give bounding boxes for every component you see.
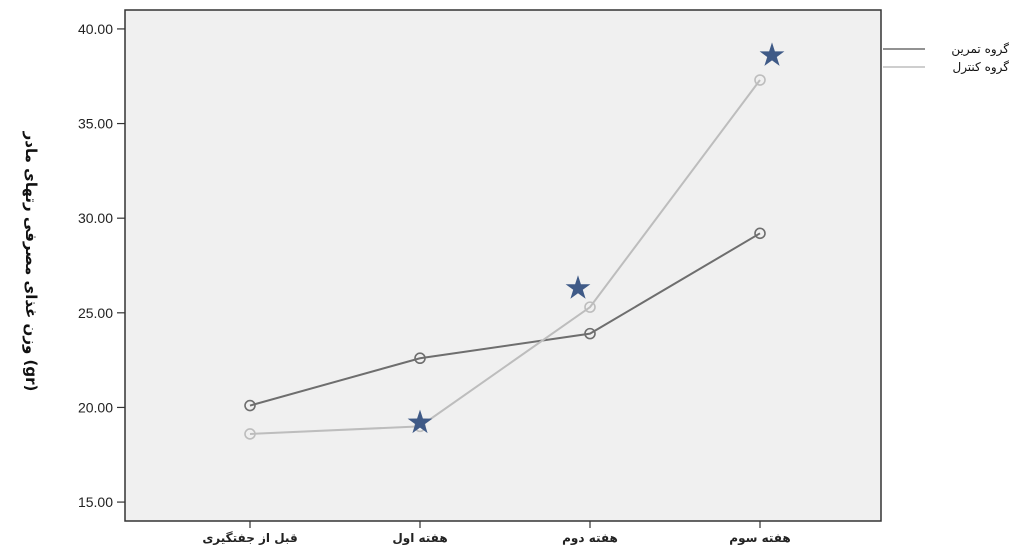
y-axis: 15.00 20.00 25.00 30.00 35.00 40.00 (78, 21, 125, 510)
y-tick-label: 35.00 (78, 116, 113, 132)
y-tick-label: 15.00 (78, 494, 113, 510)
x-tick-label: هفته سوم (729, 531, 790, 546)
y-tick-label: 30.00 (78, 210, 113, 226)
x-tick-label: هفته دوم (562, 531, 618, 546)
legend-label: گروه تمرین (951, 42, 1009, 57)
y-axis-label: وزن غذای مصرفی رتهای مادر (gr) (22, 131, 40, 392)
x-tick-label: هفته اول (392, 531, 447, 546)
y-tick-label: 20.00 (78, 399, 113, 415)
plot-area (125, 10, 881, 521)
legend: گروه تمرین گروه کنترل (883, 42, 1009, 75)
x-axis: قبل از جفتگیری هفته اول هفته دوم هفته سوم (202, 521, 790, 546)
x-tick-label: قبل از جفتگیری (202, 531, 297, 545)
y-tick-label: 40.00 (78, 21, 113, 37)
y-tick-label: 25.00 (78, 305, 113, 321)
legend-label: گروه کنترل (952, 60, 1009, 75)
